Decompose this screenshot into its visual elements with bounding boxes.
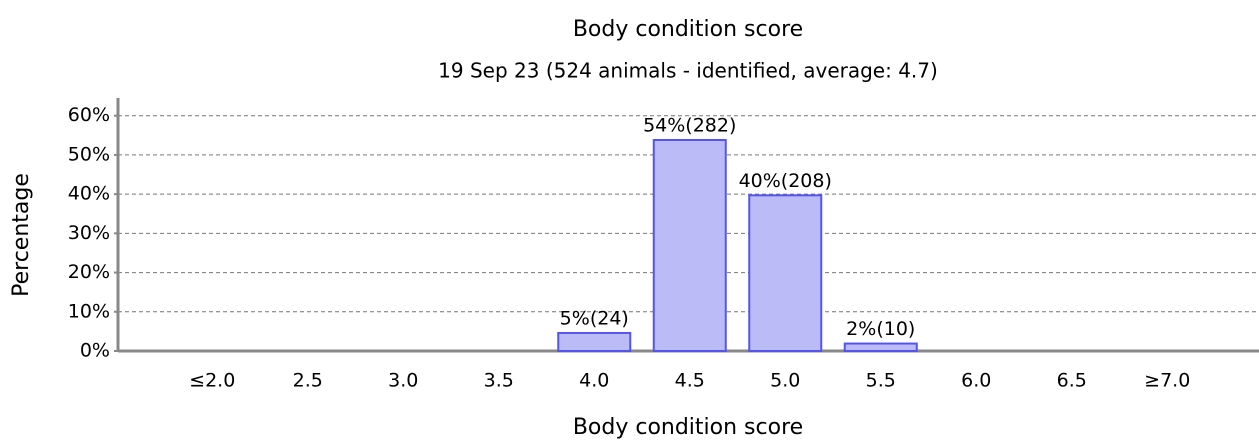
chart-title: Body condition score — [573, 17, 803, 42]
x-tick-label: 3.5 — [484, 370, 514, 392]
x-tick-label: 3.0 — [388, 370, 418, 392]
data-label: 54%(282) — [643, 115, 736, 137]
y-tick-label: 50% — [68, 143, 110, 165]
y-tick-label: 10% — [68, 300, 110, 322]
data-label: 5%(24) — [560, 307, 629, 329]
x-tick-label: ≤2.0 — [189, 370, 235, 392]
data-label: 40%(208) — [739, 170, 832, 192]
x-tick-label: 5.5 — [866, 370, 896, 392]
x-axis-label: Body condition score — [573, 415, 803, 440]
y-tick-label: 60% — [68, 104, 110, 126]
y-axis-label: Percentage — [9, 173, 34, 297]
bar — [843, 342, 918, 352]
y-tick-label: 20% — [68, 261, 110, 283]
x-tick-label: ≥7.0 — [1144, 370, 1190, 392]
x-tick-label: 4.5 — [675, 370, 705, 392]
y-tick-label: 30% — [68, 222, 110, 244]
x-tick-label: 6.5 — [1057, 370, 1087, 392]
x-tick-label: 6.0 — [961, 370, 991, 392]
chart-subtitle: 19 Sep 23 (524 animals - identified, ave… — [438, 59, 938, 83]
bar — [748, 194, 823, 352]
x-tick-label: 5.0 — [770, 370, 800, 392]
data-label: 2%(10) — [846, 318, 915, 340]
y-tick-label: 40% — [68, 183, 110, 205]
bar — [557, 331, 632, 353]
x-tick-label: 4.0 — [579, 370, 609, 392]
x-tick-label: 2.5 — [293, 370, 323, 392]
bar — [652, 139, 727, 352]
y-tick-label: 0% — [80, 340, 110, 362]
